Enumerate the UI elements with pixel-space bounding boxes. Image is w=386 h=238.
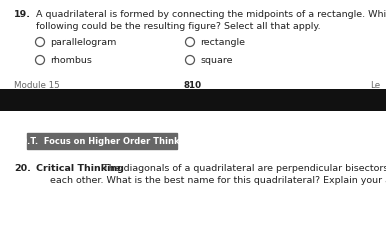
Text: H.O.T.  Focus on Higher Order Thinking: H.O.T. Focus on Higher Order Thinking [10,137,194,145]
Text: rhombus: rhombus [50,56,92,65]
Text: Le: Le [370,81,380,90]
Text: parallelogram: parallelogram [50,38,116,47]
Text: 19.: 19. [14,10,31,19]
Text: Critical Thinking: Critical Thinking [36,164,124,173]
Text: A quadrilateral is formed by connecting the midpoints of a rectangle. Which of t: A quadrilateral is formed by connecting … [36,10,386,31]
FancyBboxPatch shape [0,89,386,111]
FancyBboxPatch shape [27,133,177,149]
Text: each other. What is the best name for this quadrilateral? Explain your answer.: each other. What is the best name for th… [50,176,386,185]
Text: 20.: 20. [14,164,31,173]
Text: square: square [200,56,232,65]
Text: Module 15: Module 15 [14,81,60,90]
Text: 810: 810 [184,81,202,90]
Text: rectangle: rectangle [200,38,245,47]
Text: The diagonals of a quadrilateral are perpendicular bisectors of: The diagonals of a quadrilateral are per… [100,164,386,173]
